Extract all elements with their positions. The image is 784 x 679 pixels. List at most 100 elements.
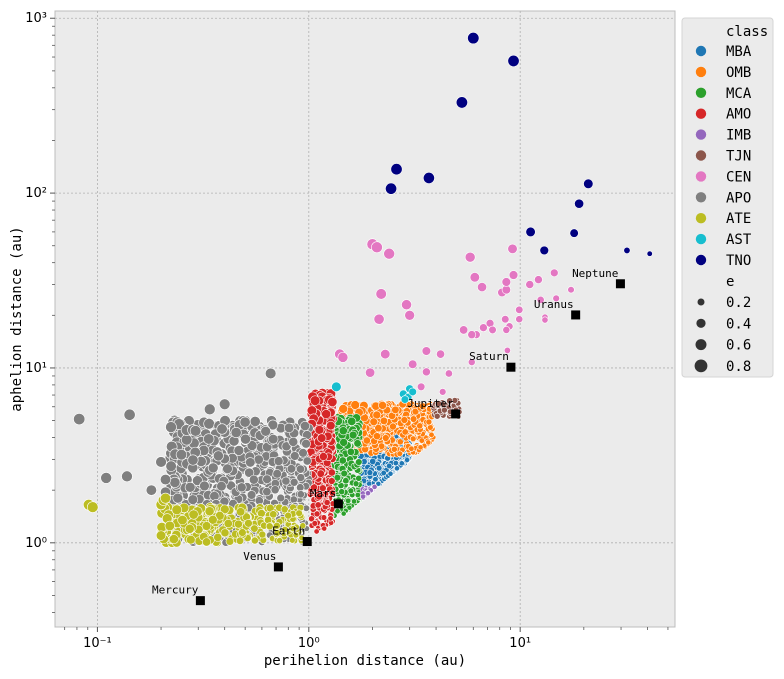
point-ate (177, 514, 188, 526)
point-omb (418, 402, 427, 410)
point-imb (365, 490, 371, 497)
point-mca (352, 480, 360, 488)
point-ast (331, 381, 342, 392)
legend-marker-omb (695, 66, 707, 78)
point-cen (541, 316, 549, 324)
point-apo (301, 438, 311, 449)
point-omb (409, 415, 418, 423)
point-ate (164, 520, 175, 531)
point-apo (159, 473, 172, 486)
point-mca (338, 456, 347, 465)
point-amo (327, 515, 334, 522)
point-amo (327, 477, 336, 485)
point-apo (184, 481, 196, 493)
point-ate (238, 528, 247, 537)
point-amo (308, 515, 315, 523)
legend-label-amo: AMO (726, 107, 751, 123)
point-tno (583, 178, 594, 189)
point-apo (296, 483, 305, 492)
point-cen (421, 346, 432, 356)
point-ast (408, 387, 417, 397)
legend-label-tjn: TJN (726, 149, 751, 165)
point-omb (390, 445, 398, 453)
point-omb (427, 424, 434, 431)
point-amo (317, 433, 327, 443)
point-apo (239, 416, 251, 428)
point-ate (225, 537, 235, 546)
point-apo (203, 433, 215, 445)
planet-marker-neptune (615, 279, 625, 289)
point-omb (374, 424, 383, 433)
point-ate (244, 519, 253, 528)
point-tno (525, 226, 536, 237)
point-apo (290, 451, 300, 461)
point-ate (273, 529, 282, 537)
point-mba (369, 457, 377, 465)
legend-label-tno: TNO (726, 253, 751, 269)
point-omb (425, 418, 433, 426)
point-tno (623, 246, 631, 254)
point-amo (316, 469, 325, 478)
planet-label-venus: Venus (243, 550, 276, 563)
point-ate (234, 519, 243, 529)
point-cen (436, 349, 445, 359)
point-omb (379, 416, 388, 425)
point-omb (409, 435, 417, 443)
planet-markers: Mercury Venus Earth Mars Jupiter Saturn Uranus… (152, 267, 625, 606)
point-apo (203, 418, 215, 430)
point-mca (353, 439, 362, 448)
point-omb (378, 400, 387, 410)
point-amo (327, 468, 336, 477)
point-mca (346, 447, 355, 456)
point-omb (382, 434, 390, 442)
point-cen (501, 277, 512, 287)
point-cen (508, 270, 519, 280)
point-mca (340, 469, 348, 478)
legend-marker-mba (695, 45, 707, 57)
point-mca (355, 458, 363, 466)
legend-size-label: 0.8 (726, 359, 751, 375)
point-amo (309, 395, 321, 406)
point-ate (186, 534, 196, 545)
point-mca (354, 491, 361, 499)
point-tjn (446, 397, 454, 405)
point-tno (539, 245, 549, 256)
point-apo (273, 456, 284, 466)
point-mba (375, 464, 383, 472)
point-ate (257, 509, 266, 518)
point-omb (401, 428, 409, 436)
point-cen (501, 285, 511, 295)
point-amo (314, 501, 322, 509)
point-cen (567, 286, 575, 294)
point-apo (121, 470, 133, 483)
point-apo (236, 482, 247, 493)
point-apo (165, 421, 177, 433)
point-tjn (433, 412, 441, 420)
point-ate (281, 525, 289, 534)
legend-size-marker (695, 339, 707, 351)
point-mba (398, 460, 405, 467)
point-omb (411, 407, 420, 416)
point-ate (171, 504, 183, 516)
point-apo (187, 494, 199, 505)
planet-label-jupiter: Jupiter (407, 397, 454, 410)
point-omb (418, 437, 425, 444)
point-ate (292, 531, 300, 539)
point-mba (404, 457, 411, 463)
point-omb (362, 436, 371, 445)
point-omb (400, 416, 409, 424)
point-apo (299, 421, 311, 432)
point-apo (262, 474, 272, 484)
axis-ticks: 10⁻¹ 10⁰ 10¹ 10⁰ 10¹ 10² 10³ (25, 11, 669, 651)
point-apo (180, 434, 193, 446)
point-mca (342, 477, 350, 485)
point-apo (296, 464, 305, 474)
legend-label-imb: IMB (726, 128, 751, 144)
point-cen (383, 247, 395, 260)
point-ate (213, 532, 223, 542)
point-cen (404, 310, 415, 321)
point-apo (199, 480, 210, 492)
planet-marker-uranus (571, 310, 581, 320)
point-cen (550, 268, 559, 278)
